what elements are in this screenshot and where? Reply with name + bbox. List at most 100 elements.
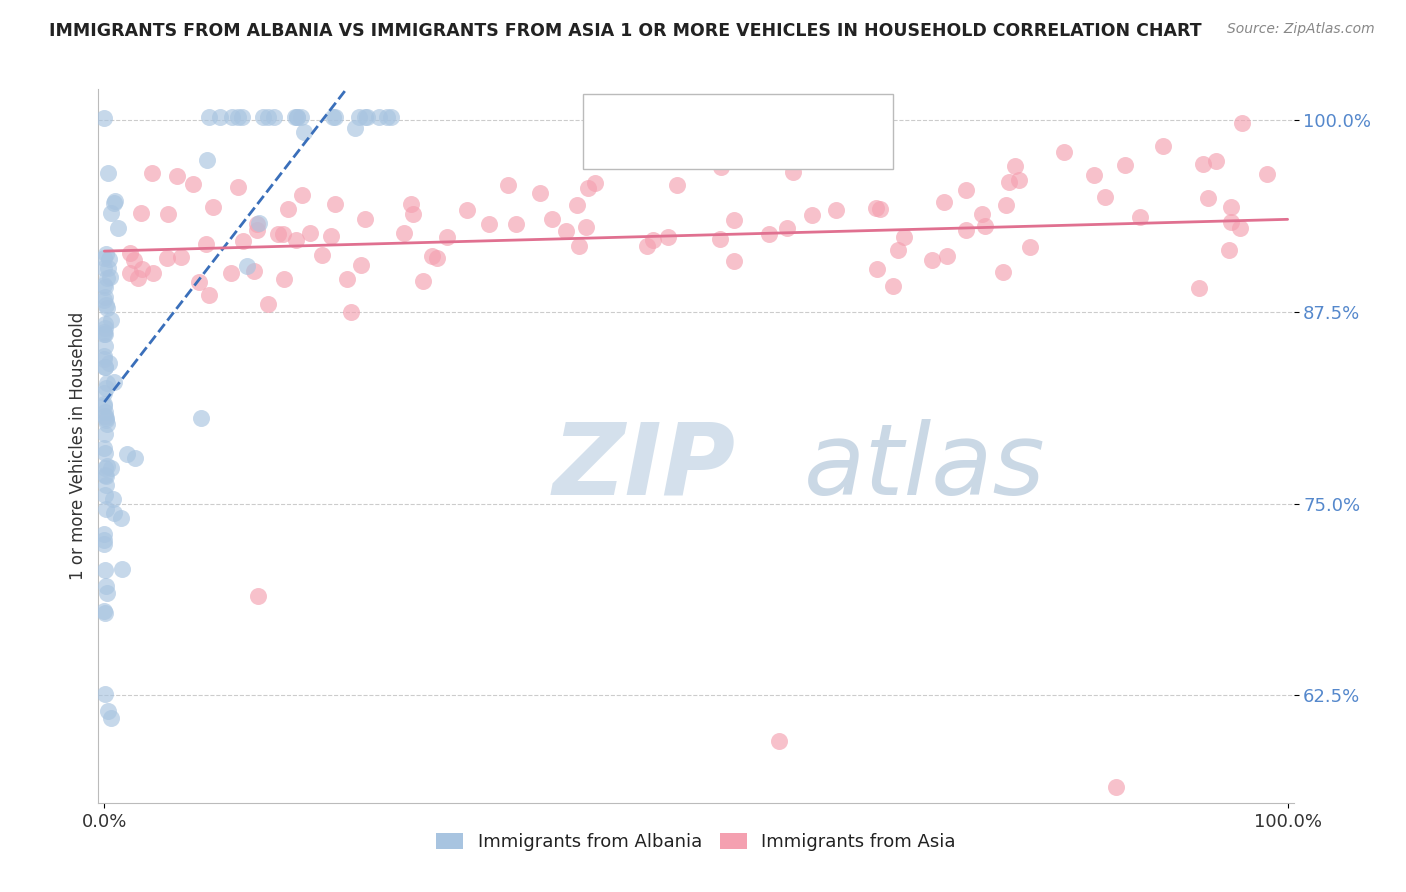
- Point: [636, 239, 658, 253]
- Point: [93, 536, 115, 550]
- Point: [323, 197, 346, 211]
- Point: [96, 501, 118, 516]
- Point: [565, 198, 588, 212]
- Point: [93, 111, 115, 125]
- Point: [93, 400, 115, 414]
- Point: [202, 200, 225, 214]
- Point: [93, 360, 115, 375]
- Point: [723, 253, 745, 268]
- Point: [246, 223, 269, 237]
- Point: [412, 274, 434, 288]
- Point: [709, 232, 731, 246]
- Point: [1094, 190, 1116, 204]
- Point: [1008, 173, 1031, 187]
- Point: [343, 120, 366, 135]
- Point: [932, 194, 955, 209]
- Text: N =  110: N = 110: [778, 137, 872, 157]
- Point: [505, 217, 527, 231]
- Point: [96, 586, 118, 600]
- Point: [195, 153, 218, 168]
- Point: [170, 250, 193, 264]
- Point: [115, 448, 138, 462]
- Point: [93, 405, 115, 419]
- Point: [830, 138, 852, 153]
- Point: [1197, 191, 1219, 205]
- Point: [1220, 215, 1243, 229]
- Point: [93, 321, 115, 335]
- Point: [1219, 200, 1241, 214]
- Point: [94, 339, 117, 353]
- Point: [456, 202, 478, 217]
- Point: [583, 177, 606, 191]
- Point: [576, 181, 599, 195]
- Point: [298, 226, 321, 240]
- Point: [118, 245, 141, 260]
- Point: [800, 208, 823, 222]
- Point: [311, 247, 333, 261]
- Point: [231, 110, 253, 124]
- Point: [426, 251, 449, 265]
- Point: [555, 224, 578, 238]
- Point: [921, 253, 943, 268]
- Point: [198, 110, 221, 124]
- Text: atlas: atlas: [804, 419, 1045, 516]
- Point: [94, 290, 117, 304]
- Point: [263, 110, 285, 124]
- FancyBboxPatch shape: [595, 103, 630, 123]
- Point: [93, 385, 115, 400]
- Point: [93, 441, 115, 455]
- Point: [94, 246, 117, 260]
- Point: [183, 177, 205, 191]
- Point: [1018, 240, 1040, 254]
- Point: [290, 110, 312, 124]
- Point: [768, 734, 790, 748]
- Point: [93, 351, 115, 366]
- Text: IMMIGRANTS FROM ALBANIA VS IMMIGRANTS FROM ASIA 1 OR MORE VEHICLES IN HOUSEHOLD : IMMIGRANTS FROM ALBANIA VS IMMIGRANTS FR…: [49, 22, 1202, 40]
- Point: [101, 492, 124, 507]
- Point: [93, 325, 115, 339]
- Point: [402, 207, 425, 221]
- Point: [710, 160, 733, 174]
- Point: [367, 110, 389, 124]
- Text: Source: ZipAtlas.com: Source: ZipAtlas.com: [1227, 22, 1375, 37]
- Point: [991, 265, 1014, 279]
- Point: [141, 166, 163, 180]
- Point: [285, 110, 308, 124]
- Text: ZIP: ZIP: [553, 419, 735, 516]
- Point: [111, 562, 134, 576]
- Point: [257, 110, 280, 124]
- Point: [665, 178, 688, 192]
- Point: [97, 166, 120, 180]
- Point: [226, 180, 249, 194]
- Point: [353, 211, 375, 226]
- Point: [98, 252, 121, 266]
- Point: [93, 260, 115, 275]
- Point: [356, 110, 378, 124]
- Point: [208, 110, 231, 124]
- Point: [866, 261, 889, 276]
- Point: [93, 349, 115, 363]
- Point: [273, 272, 295, 286]
- Point: [156, 252, 179, 266]
- Point: [575, 220, 598, 235]
- Point: [94, 409, 117, 423]
- Point: [322, 110, 344, 124]
- Point: [1152, 139, 1174, 153]
- Point: [103, 376, 125, 390]
- Point: [375, 110, 398, 124]
- Point: [955, 183, 977, 197]
- Point: [936, 249, 959, 263]
- Point: [1114, 158, 1136, 172]
- Point: [96, 579, 118, 593]
- Point: [496, 178, 519, 192]
- Point: [107, 221, 129, 235]
- Point: [319, 229, 342, 244]
- Point: [94, 606, 117, 620]
- Point: [776, 221, 799, 235]
- Point: [420, 249, 443, 263]
- Point: [96, 417, 118, 431]
- Point: [1053, 145, 1076, 160]
- Point: [277, 202, 299, 216]
- Point: [955, 222, 977, 236]
- Point: [643, 233, 665, 247]
